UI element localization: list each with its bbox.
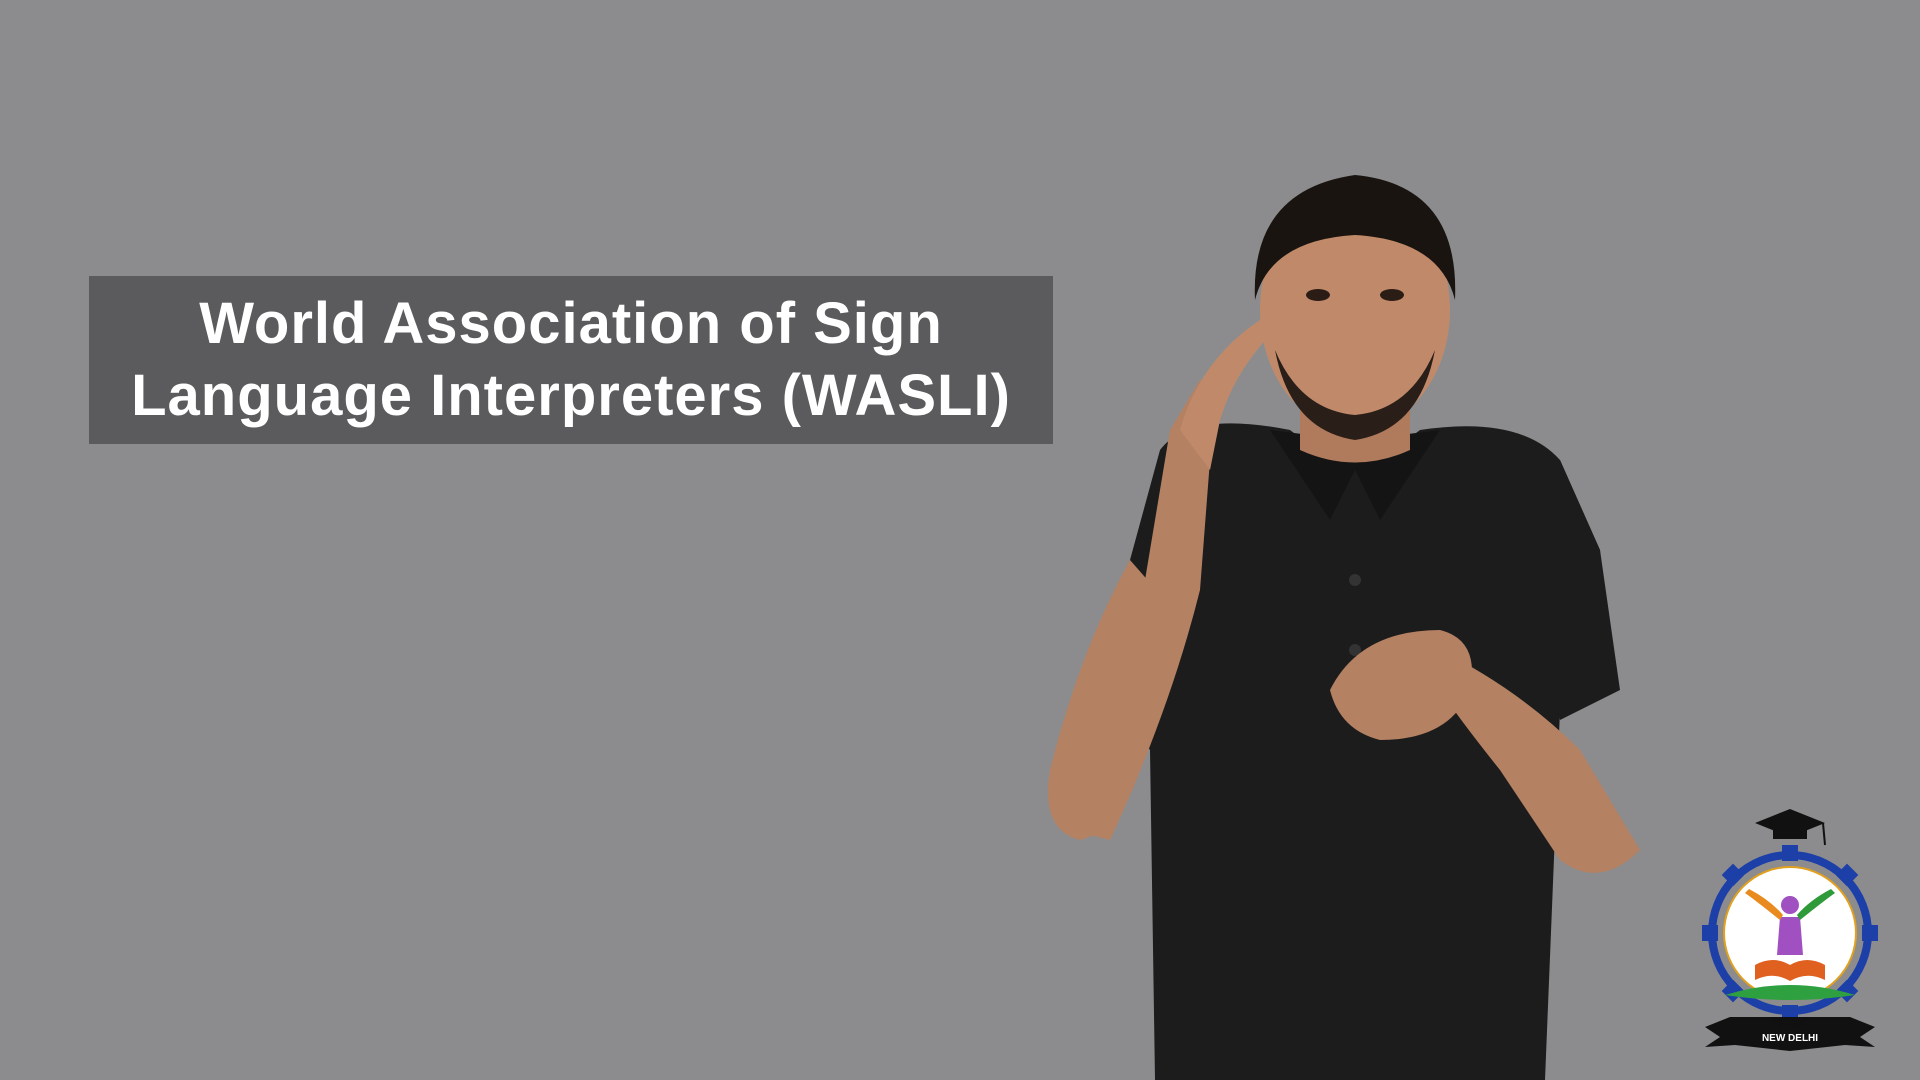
caption-box: World Association of Sign Language Inter…: [89, 276, 1053, 444]
logo-ribbon-english: NEW DELHI: [1762, 1033, 1818, 1044]
caption-line-1: World Association of Sign: [199, 291, 943, 356]
logo-ribbon-hindi: नई दिल्ली: [1771, 1017, 1810, 1030]
isl-training-centre-seal-icon: नई दिल्ली NEW DELHI: [1702, 809, 1878, 1051]
caption-line-2: Language Interpreters (WASLI): [131, 363, 1011, 428]
presenter-image: [1048, 175, 1640, 1080]
